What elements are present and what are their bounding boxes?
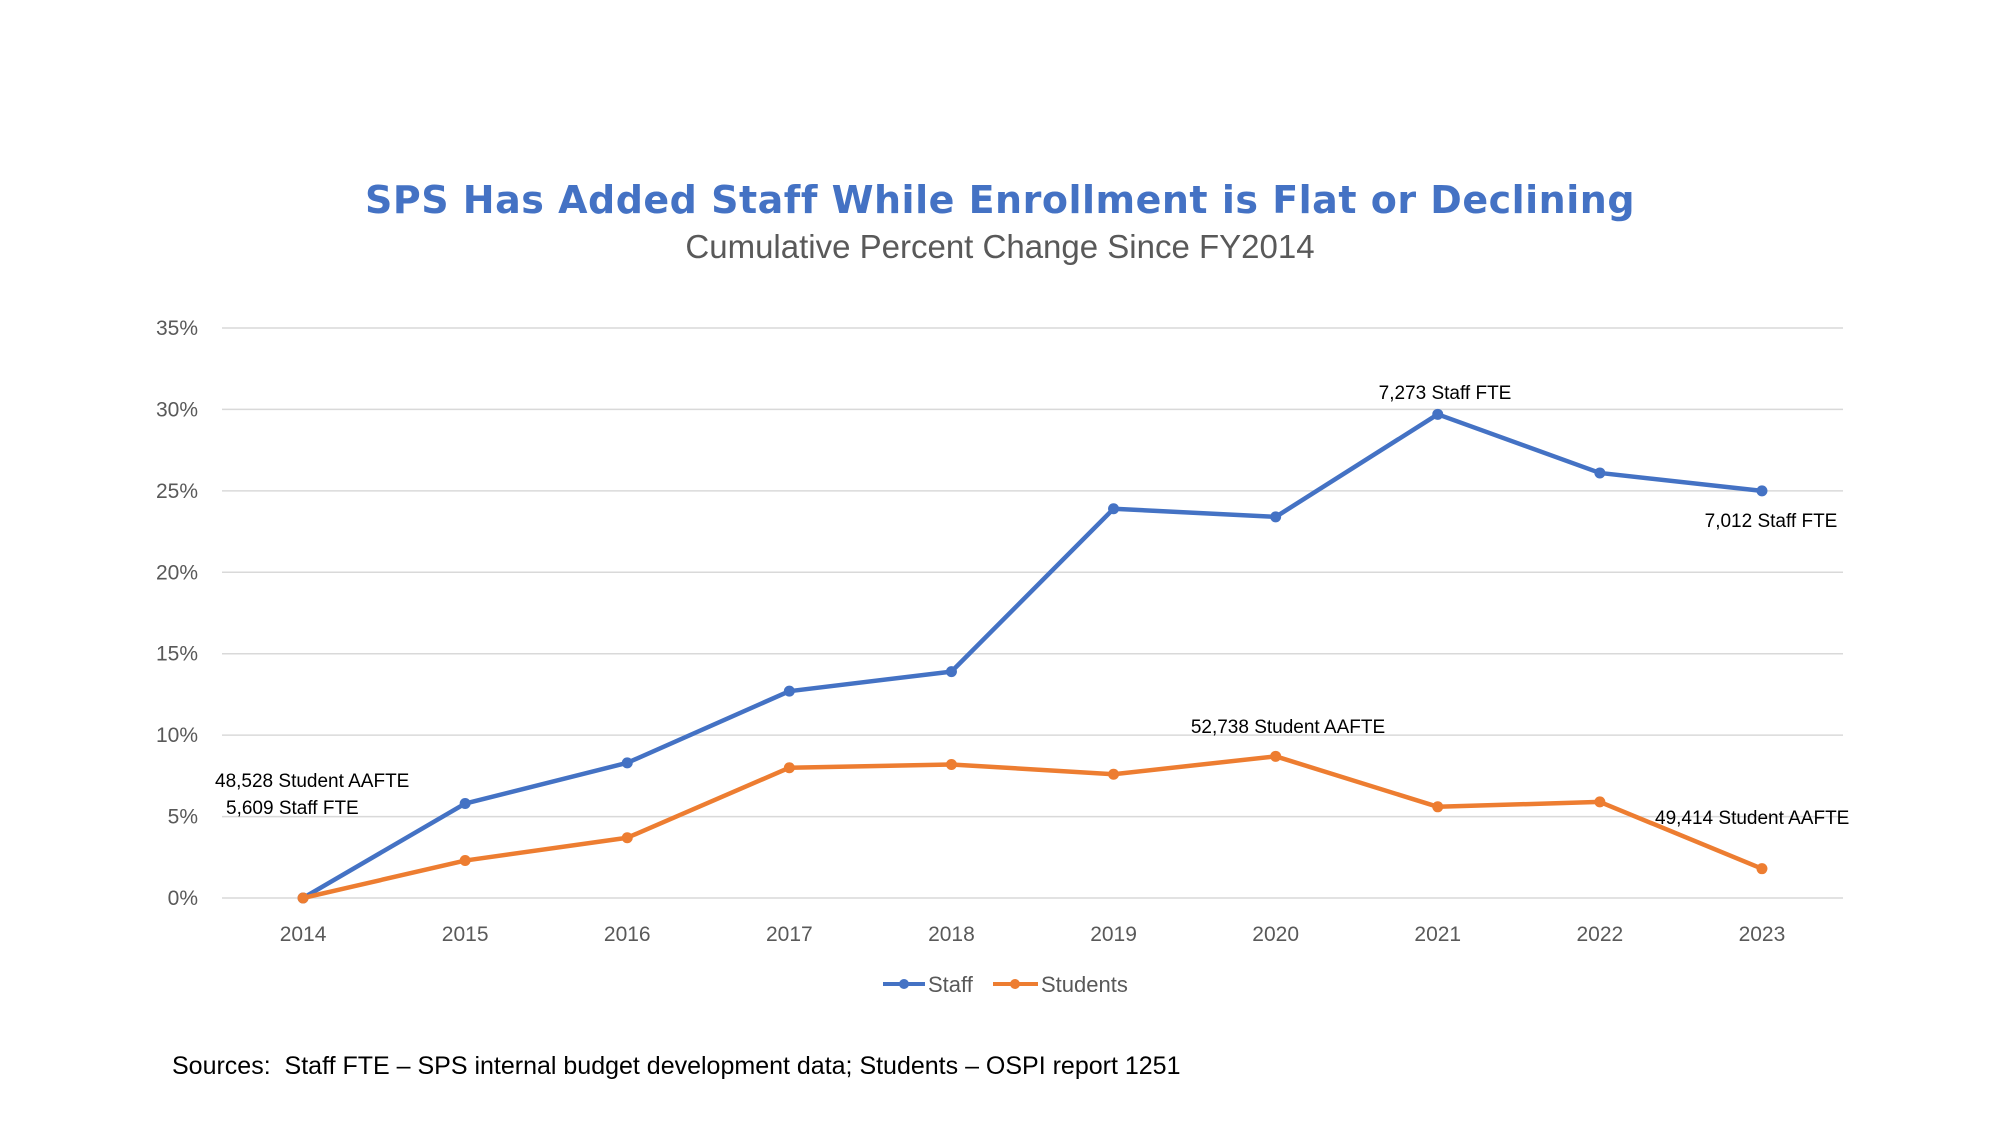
data-point-students[interactable] (1108, 768, 1120, 780)
x-tick-label: 2020 (1252, 923, 1299, 946)
y-tick-label: 5% (168, 806, 198, 829)
data-point-staff[interactable] (459, 798, 471, 810)
data-point-students[interactable] (1432, 801, 1444, 813)
x-tick-label: 2023 (1739, 923, 1786, 946)
legend-students-label: Students (1041, 972, 1128, 997)
annotation-end-students: 49,414 Student AAFTE (1655, 808, 1849, 829)
y-axis: 0% 5% 10% 15% 20% 25% 30% 35% (156, 317, 198, 910)
y-tick-label: 0% (168, 887, 198, 910)
annotation-start-students: 48,528 Student AAFTE (215, 771, 409, 792)
data-point-students[interactable] (621, 832, 633, 844)
legend-item-students[interactable]: Students (993, 972, 1128, 997)
data-point-staff[interactable] (1432, 408, 1444, 420)
chart-subtitle: Cumulative Percent Change Since FY2014 (685, 228, 1315, 265)
series-staff (297, 408, 1768, 904)
x-axis: 2014 2015 2016 2017 2018 2019 2020 2021 2022 2023 (280, 923, 1786, 946)
data-point-staff[interactable] (1756, 485, 1768, 497)
data-point-students[interactable] (1270, 750, 1282, 762)
y-tick-label: 25% (156, 480, 198, 503)
data-point-staff[interactable] (621, 757, 633, 769)
y-tick-label: 30% (156, 398, 198, 421)
data-point-students[interactable] (459, 855, 471, 867)
series-lines (297, 408, 1768, 904)
x-tick-label: 2015 (442, 923, 489, 946)
x-tick-label: 2018 (928, 923, 975, 946)
x-tick-label: 2016 (604, 923, 651, 946)
x-tick-label: 2014 (280, 923, 327, 946)
y-tick-label: 15% (156, 643, 198, 666)
y-tick-label: 35% (156, 317, 198, 340)
x-tick-label: 2017 (766, 923, 813, 946)
annotation-peak-students: 52,738 Student AAFTE (1191, 717, 1385, 738)
data-point-staff[interactable] (1108, 503, 1120, 515)
annotation-end-staff: 7,012 Staff FTE (1705, 511, 1838, 532)
data-point-students[interactable] (783, 762, 795, 774)
data-point-students[interactable] (297, 892, 309, 904)
annotation-start-staff: 5,609 Staff FTE (226, 798, 359, 819)
annotation-peak-staff: 7,273 Staff FTE (1379, 383, 1512, 404)
annotations: 48,528 Student AAFTE 5,609 Staff FTE 7,2… (215, 383, 1849, 829)
x-tick-label: 2022 (1576, 923, 1623, 946)
data-point-students[interactable] (1594, 796, 1606, 808)
series-line-staff (301, 412, 1763, 900)
gridlines (222, 327, 1843, 899)
chart-title: SPS Has Added Staff While Enrollment is … (364, 178, 1636, 222)
data-point-students[interactable] (945, 758, 957, 770)
data-point-staff[interactable] (1270, 511, 1282, 523)
sources-footnote: Sources: Staff FTE – SPS internal budget… (172, 1052, 1181, 1080)
legend-staff-label: Staff (928, 972, 974, 997)
data-point-staff[interactable] (1594, 467, 1606, 479)
legend-staff-marker (899, 979, 909, 989)
data-point-staff[interactable] (783, 685, 795, 697)
x-tick-label: 2019 (1090, 923, 1137, 946)
x-tick-label: 2021 (1414, 923, 1461, 946)
legend: Staff Students (883, 972, 1128, 997)
data-point-staff[interactable] (945, 666, 957, 678)
series-line-students (302, 754, 1763, 901)
legend-item-staff[interactable]: Staff (883, 972, 974, 997)
y-tick-label: 10% (156, 724, 198, 747)
legend-students-marker (1010, 979, 1020, 989)
series-students (297, 750, 1768, 904)
y-tick-label: 20% (156, 561, 198, 584)
data-point-students[interactable] (1756, 863, 1768, 875)
